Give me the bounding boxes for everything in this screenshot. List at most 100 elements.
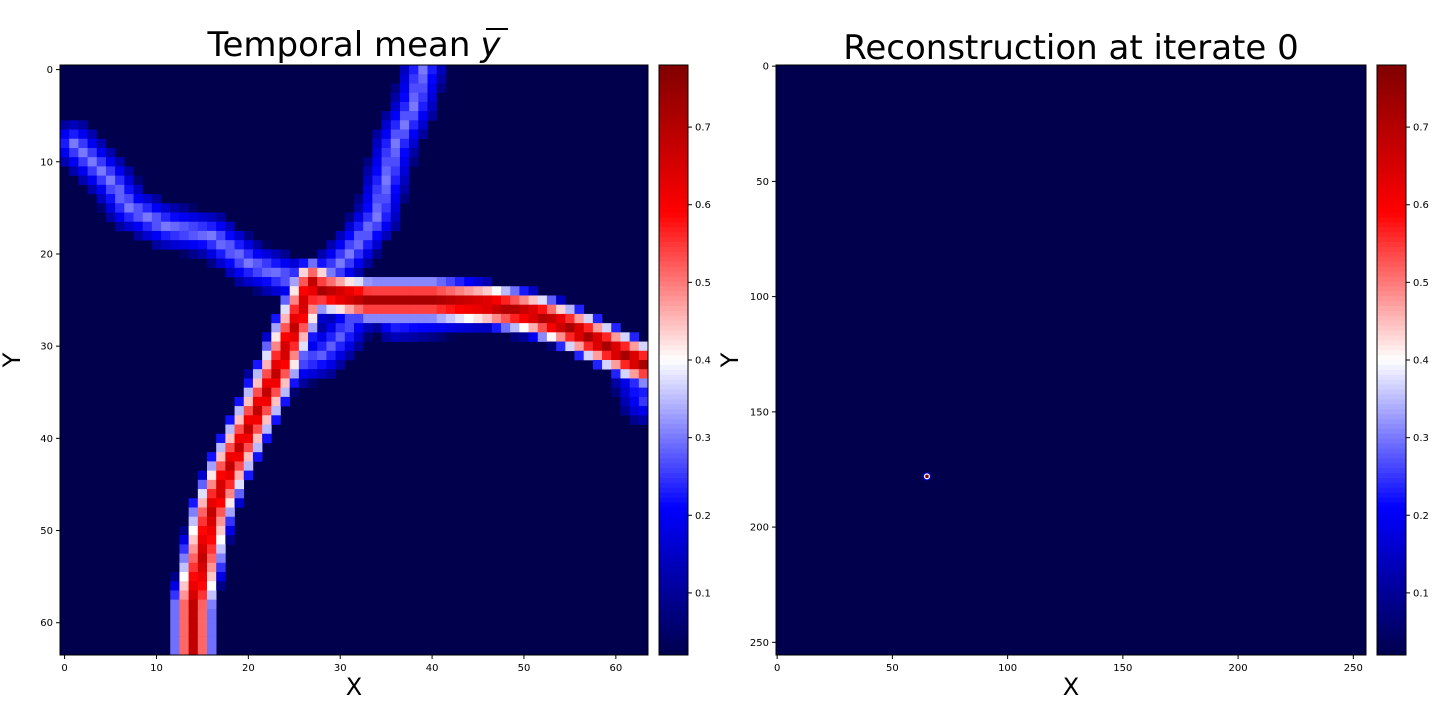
heatmap-cell — [252, 277, 263, 287]
colorbar-segment — [1377, 453, 1406, 459]
heatmap-cell — [611, 387, 621, 398]
colorbar-segment — [659, 364, 688, 371]
colorbar-segment — [659, 507, 688, 513]
heatmap-cell — [427, 277, 437, 287]
x-tick-label: 0 — [774, 663, 780, 674]
heatmap-cell — [252, 442, 263, 453]
heatmap-cell — [399, 286, 410, 296]
heatmap-cell — [151, 240, 162, 250]
y-tick-label: 50 — [40, 526, 53, 537]
heatmap-cell — [317, 267, 327, 278]
heatmap-cell — [197, 489, 208, 499]
heatmap-cell — [326, 323, 336, 333]
heatmap-cell — [298, 360, 309, 370]
colorbar-segment — [659, 65, 688, 71]
heatmap-cell — [390, 194, 401, 204]
colorbar-segment — [1377, 94, 1406, 100]
heatmap-cell — [188, 544, 199, 554]
heatmap-cell — [289, 313, 300, 324]
heatmap-cell — [317, 304, 327, 315]
heatmap-cell — [409, 65, 419, 75]
heatmap-cell — [418, 304, 428, 315]
colorbar-segment — [1377, 178, 1406, 184]
heatmap-cell — [298, 350, 309, 361]
heatmap-cell — [372, 230, 382, 241]
heatmap-cell — [445, 323, 456, 333]
heatmap-cell — [335, 240, 346, 250]
heatmap-cell — [207, 572, 217, 582]
heatmap-cell — [638, 341, 649, 352]
heatmap-cell — [271, 313, 281, 324]
heatmap-cell — [620, 332, 630, 342]
heatmap-cell — [399, 65, 410, 75]
heatmap-cell — [207, 535, 217, 545]
heatmap-cell — [335, 304, 346, 315]
heatmap-cell — [78, 147, 88, 158]
colorbar-segment — [1377, 620, 1406, 626]
heatmap-cell — [262, 415, 272, 425]
colorbar-segment — [659, 158, 688, 164]
heatmap-cell — [381, 313, 392, 324]
heatmap-cell — [381, 230, 392, 241]
colorbar-segment — [659, 443, 688, 449]
heatmap-cell — [390, 286, 401, 296]
heatmap-cell — [445, 313, 456, 324]
colorbar-segment — [659, 202, 688, 208]
heatmap-cell — [216, 544, 226, 554]
heatmap-cell — [234, 277, 245, 287]
heatmap-cell — [207, 590, 217, 600]
heatmap-cell — [409, 286, 419, 296]
colorbar-segment — [1377, 291, 1406, 297]
colorbar-segment — [659, 556, 688, 562]
heatmap-cell — [464, 295, 474, 305]
heatmap-cell — [225, 535, 235, 545]
heatmap-cell — [207, 221, 217, 232]
heatmap-cell — [455, 295, 465, 305]
x-tick-label: 50 — [886, 663, 899, 674]
heatmap-cell — [179, 618, 189, 628]
heatmap-cell — [69, 120, 79, 130]
x-tick-label: 10 — [150, 663, 163, 674]
heatmap-cell — [271, 415, 281, 425]
heatmap-cell — [455, 286, 465, 296]
heatmap-cell — [179, 645, 189, 656]
heatmap-cell — [216, 553, 226, 564]
x-tick-label: 60 — [609, 663, 622, 674]
heatmap-cell — [556, 341, 566, 352]
heatmap-cell — [188, 553, 199, 564]
colorbar-segment — [1377, 261, 1406, 267]
heatmap-cell — [170, 590, 180, 600]
heatmap-cell — [519, 323, 529, 333]
heatmap-cell — [197, 230, 208, 241]
heatmap-cell — [354, 313, 364, 324]
heatmap-cell — [436, 295, 447, 305]
heatmap-cell — [298, 286, 309, 296]
heatmap-cell — [372, 295, 382, 305]
heatmap-cell — [133, 212, 143, 223]
heatmap-cell — [464, 323, 474, 333]
heatmap-cell — [427, 111, 437, 121]
heatmap-cell — [611, 360, 621, 370]
heatmap-cell — [528, 295, 539, 305]
heatmap-cell — [409, 111, 419, 121]
heatmap-cell — [501, 313, 511, 324]
heatmap-cell — [620, 350, 630, 361]
heatmap-cell — [629, 369, 640, 379]
heatmap-cell — [188, 249, 199, 259]
heatmap-cell — [510, 304, 520, 315]
heatmap-cell — [638, 415, 649, 425]
heatmap-cell — [179, 249, 189, 259]
colorbar-segment — [1377, 394, 1406, 400]
heatmap-cell — [528, 304, 539, 315]
heatmap-cell — [271, 332, 281, 342]
heatmap-cell — [390, 313, 401, 324]
heatmap-cell — [510, 323, 520, 333]
heatmap-cell — [179, 535, 189, 545]
heatmap-cell — [317, 341, 327, 352]
colorbar-segment — [1377, 212, 1406, 218]
colorbar-segment — [659, 650, 688, 656]
heatmap-cell — [602, 341, 612, 352]
heatmap-cell — [161, 230, 171, 241]
heatmap-cell — [78, 166, 88, 176]
heatmap-cell — [344, 295, 355, 305]
